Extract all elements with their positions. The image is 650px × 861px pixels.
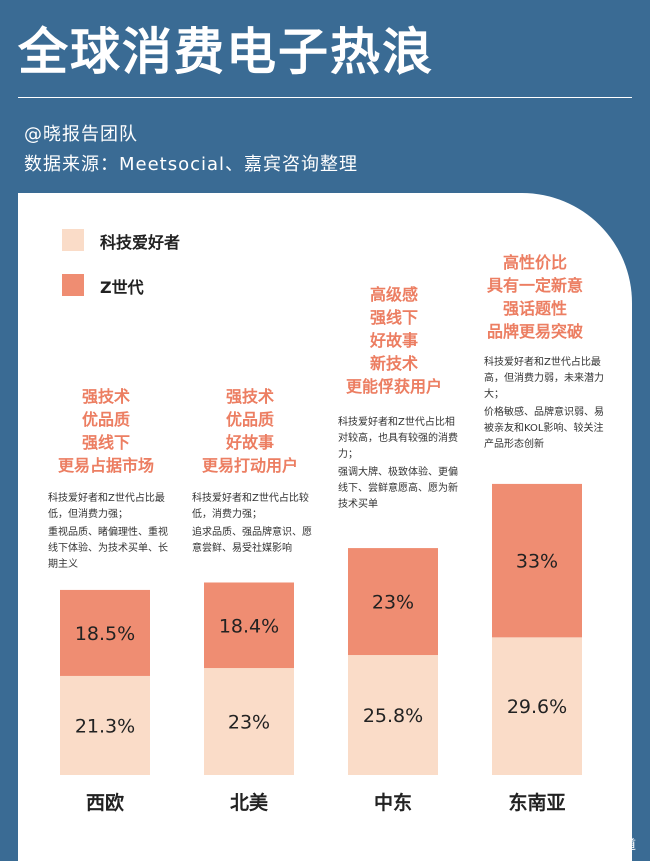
- highlight-block-north-america: 强技术 优品质 好故事 更易打动用户: [175, 385, 325, 477]
- highlight-line: 高性价比: [502, 253, 567, 272]
- bar-gen-z: [204, 582, 294, 669]
- note-line: 重视品质、睹偏理性、重视线下体验、为技术买单、长期主义: [48, 527, 168, 570]
- note-western-europe: 科技爱好者和Z世代占比最低，但消费力强； 重视品质、睹偏理性、重视线下体验、为技…: [48, 491, 170, 575]
- legend-swatch-gen-z: [62, 274, 84, 296]
- bar-gen-z: [492, 483, 582, 638]
- highlight-line: 更能俘获用户: [345, 377, 442, 396]
- legend-label-tech-enthusiast: 科技爱好者: [100, 233, 181, 252]
- note-line: 强调大牌、极致体验、更偏线下、尝鲜意愿高、愿为新技术买单: [338, 467, 458, 510]
- bar-tech-enthusiast: [492, 637, 582, 775]
- highlight-block-western-europe: 强技术 优品质 强线下 更易占据市场: [31, 385, 181, 477]
- category-label: 西欧: [86, 791, 124, 814]
- category-label: 中东: [374, 791, 412, 814]
- bar-value-label: 18.4%: [219, 615, 279, 637]
- highlight-line: 强话题性: [502, 299, 567, 318]
- note-line: 科技爱好者和Z世代占比最低，但消费力强；: [48, 493, 165, 520]
- bar-value-label: 29.6%: [507, 696, 567, 718]
- highlight-line: 更易打动用户: [201, 456, 298, 475]
- bar-value-label: 18.5%: [75, 623, 135, 645]
- data-source-label: 数据来源：Meetsocial、嘉宾咨询整理: [24, 154, 359, 175]
- note-line: 科技爱好者和Z世代占比较低，消费力强；: [192, 493, 309, 520]
- bar-value-label: 25.8%: [363, 705, 423, 727]
- title-divider: [18, 97, 632, 98]
- legend-label-gen-z: Z世代: [100, 278, 144, 297]
- bar-value-label: 33%: [516, 551, 558, 573]
- bar-gen-z: [60, 589, 150, 676]
- highlight-line: 强技术: [81, 387, 130, 406]
- channel-icon: ◎: [548, 834, 567, 853]
- note-line: 价格敏感、品牌意识弱、易被亲友和KOL影响、较关注产品形态创新: [484, 407, 604, 450]
- highlight-line: 优品质: [225, 410, 274, 429]
- highlight-block-southeast-asia: 高性价比 具有一定新意 强话题性 品牌更易突破: [455, 251, 615, 343]
- highlight-line: 品牌更易突破: [486, 322, 583, 341]
- page-title: 全球消费电子热浪: [18, 23, 434, 81]
- stacked-bar-chart: 21.3% 18.5% 西欧 23% 18.4% 北美 25.8% 23% 中东 29.6% 33%…: [60, 483, 582, 814]
- highlight-line: 好故事: [225, 433, 274, 452]
- category-label: 东南亚: [508, 791, 565, 814]
- highlight-line: 优品质: [81, 410, 130, 429]
- legend-swatch-tech-enthusiast: [62, 229, 84, 251]
- highlight-line: 强技术: [225, 387, 274, 406]
- note-line: 科技爱好者和Z世代占比最高，但消费力弱，未来潜力大；: [484, 357, 604, 400]
- watermark-text: 昊晓波频道: [570, 838, 636, 853]
- watermark: ◎ 昊晓波频道: [548, 834, 636, 853]
- highlight-line: 具有一定新意: [486, 276, 583, 295]
- category-label: 北美: [230, 791, 269, 814]
- bar-tech-enthusiast: [204, 668, 294, 775]
- note-southeast-asia: 科技爱好者和Z世代占比最高，但消费力弱，未来潜力大； 价格敏感、品牌意识弱、易被…: [484, 355, 606, 455]
- highlight-line: 好故事: [369, 331, 418, 350]
- bar-tech-enthusiast: [60, 675, 150, 775]
- note-line: 科技爱好者和Z世代占比相对较高，也具有较强的消费力；: [338, 417, 458, 460]
- note-line: 追求品质、强品牌意识、愿意尝鲜、易受社媒影响: [192, 527, 312, 554]
- note-middle-east: 科技爱好者和Z世代占比相对较高，也具有较强的消费力； 强调大牌、极致体验、更偏线…: [338, 415, 460, 515]
- author-label: @晓报告团队: [24, 124, 138, 145]
- highlight-line: 新技术: [369, 354, 418, 373]
- bar-tech-enthusiast: [348, 655, 438, 775]
- bar-gen-z: [348, 548, 438, 656]
- highlight-line: 高级感: [369, 285, 418, 304]
- chart-panel: 科技爱好者 Z世代 强技术 优品质 强线下 更易占据市场 科技爱好者和Z世代占比…: [18, 193, 632, 861]
- bar-value-label: 23%: [228, 712, 270, 734]
- highlight-block-middle-east: 高级感 强线下 好故事 新技术 更能俘获用户: [319, 283, 469, 398]
- highlight-line: 强线下: [369, 308, 418, 327]
- bar-value-label: 21.3%: [75, 715, 135, 737]
- highlight-line: 强线下: [81, 433, 130, 452]
- highlight-line: 更易占据市场: [57, 456, 154, 475]
- note-north-america: 科技爱好者和Z世代占比较低，消费力强； 追求品质、强品牌意识、愿意尝鲜、易受社媒…: [192, 491, 314, 559]
- bar-value-label: 23%: [372, 592, 414, 614]
